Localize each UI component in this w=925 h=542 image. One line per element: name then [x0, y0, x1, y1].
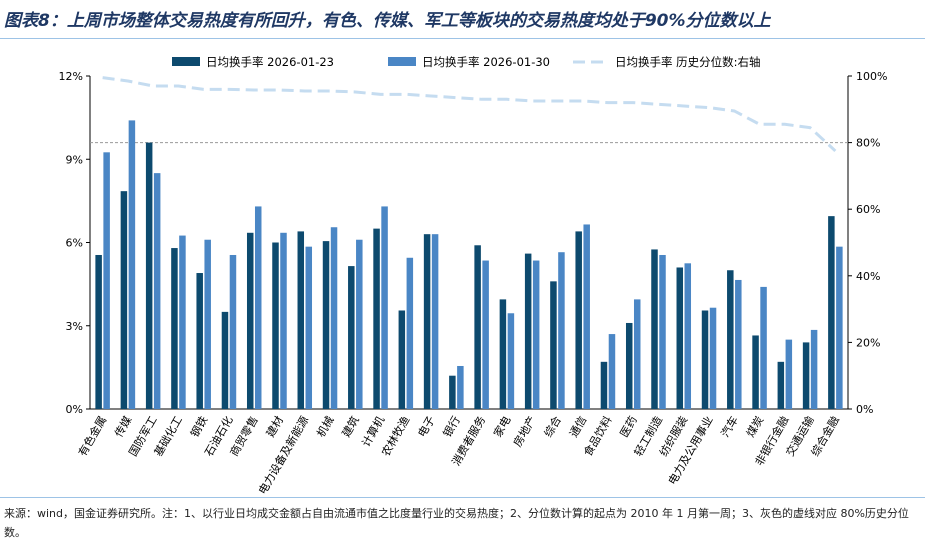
bar-1: [120, 191, 128, 409]
bar-1: [676, 267, 684, 409]
legend-label-2: 日均换手率 2026-01-30: [422, 55, 550, 69]
bar-1: [752, 335, 759, 409]
left-tick-label: 9%: [66, 153, 83, 166]
bar-1: [651, 249, 658, 409]
bar-2: [381, 206, 388, 409]
bar-1: [145, 142, 153, 409]
bar-1: [297, 231, 305, 409]
bar-line-chart: 0%3%6%9%12%0%20%40%60%80%100%有色金属 传媒国防军工基…: [59, 55, 888, 497]
percentile-line: [102, 76, 837, 153]
bar-1: [828, 216, 835, 409]
bar-2: [330, 227, 338, 409]
bar-2: [204, 239, 211, 409]
bar-1: [95, 254, 102, 409]
bar-1: [196, 273, 203, 409]
category-label: 综合: [541, 414, 564, 440]
bar-1: [625, 322, 633, 409]
bar-1: [524, 253, 532, 409]
category-label: 建筑: [339, 414, 362, 440]
bar-2: [633, 299, 641, 409]
left-tick-label: 6%: [66, 237, 83, 250]
bar-1: [600, 361, 608, 409]
bar-2: [558, 252, 565, 409]
bar-2: [406, 257, 414, 409]
bar-2: [709, 307, 717, 409]
bar-2: [810, 329, 818, 409]
bar-1: [246, 232, 254, 409]
bar-2: [583, 224, 590, 409]
left-tick-label: 3%: [66, 320, 83, 333]
bar-1: [777, 361, 785, 409]
right-tick-label: 60%: [856, 203, 880, 216]
bar-2: [836, 246, 843, 409]
right-tick-label: 40%: [856, 270, 880, 283]
bar-2: [229, 254, 237, 409]
legend-label-3: 日均换手率 历史分位数:右轴: [615, 55, 761, 69]
category-label: 建材: [263, 414, 286, 440]
legend-swatch-1: [172, 57, 200, 66]
right-tick-label: 100%: [856, 70, 887, 83]
bar-2: [103, 152, 110, 409]
bar-1: [727, 270, 734, 409]
category-label: 家电: [490, 414, 513, 440]
category-label: 钢铁: [188, 414, 210, 440]
bar-1: [398, 310, 406, 409]
bar-2: [760, 286, 767, 409]
right-tick-label: 0%: [856, 403, 873, 416]
bar-2: [457, 365, 464, 409]
bar-1: [348, 266, 355, 409]
title-divider: [0, 38, 925, 39]
bar-1: [701, 310, 709, 409]
bar-1: [802, 342, 810, 409]
left-tick-label: 12%: [59, 70, 83, 83]
bar-1: [449, 375, 456, 409]
category-label: 电力设备及新能源: [255, 414, 311, 497]
bar-2: [254, 206, 262, 409]
footer-divider: [0, 497, 925, 498]
category-label: 房地产: [510, 414, 539, 450]
bar-2: [356, 239, 363, 409]
bar-1: [550, 281, 557, 409]
source-footnote: 来源：wind，国金证券研究所。注：1、以行业日均成交金额占自由流通市值之比度量…: [4, 507, 909, 539]
bar-1: [423, 234, 431, 409]
bar-2: [305, 246, 313, 409]
bar-2: [684, 263, 692, 409]
bar-2: [532, 260, 540, 409]
bar-1: [171, 248, 178, 409]
bar-1: [221, 311, 229, 409]
category-label: 汽车: [718, 414, 741, 440]
category-label: 医药: [618, 414, 640, 440]
legend-swatch-2: [388, 57, 416, 66]
left-tick-label: 0%: [66, 403, 83, 416]
chart-title: 图表8：上周市场整体交易热度有所回升，有色、传媒、军工等板块的交易热度均处于90…: [4, 11, 771, 31]
category-label: 有色金属: [75, 414, 109, 459]
bar-2: [659, 254, 666, 409]
bar-2: [179, 235, 186, 409]
right-tick-label: 80%: [856, 137, 880, 150]
category-label: 机械: [314, 414, 337, 440]
bar-2: [128, 120, 136, 410]
bar-2: [153, 173, 161, 409]
category-label: 传媒: [112, 414, 134, 440]
bar-1: [575, 231, 582, 409]
bar-2: [735, 279, 742, 409]
bar-1: [272, 242, 279, 409]
category-label: 银行: [440, 414, 463, 440]
bar-1: [474, 245, 481, 409]
bar-2: [608, 334, 616, 409]
legend-label-1: 日均换手率 2026-01-23: [206, 55, 334, 69]
bar-1: [322, 241, 330, 409]
bar-2: [785, 339, 793, 409]
category-label: 煤炭: [744, 414, 766, 440]
bar-2: [280, 232, 287, 409]
bar-2: [431, 234, 439, 409]
right-tick-label: 20%: [856, 336, 880, 349]
bar-1: [373, 228, 380, 409]
category-label: 电子: [415, 414, 437, 440]
category-label: 通信: [567, 414, 589, 440]
bar-2: [507, 313, 515, 409]
bar-1: [499, 299, 507, 409]
bar-2: [482, 260, 489, 409]
